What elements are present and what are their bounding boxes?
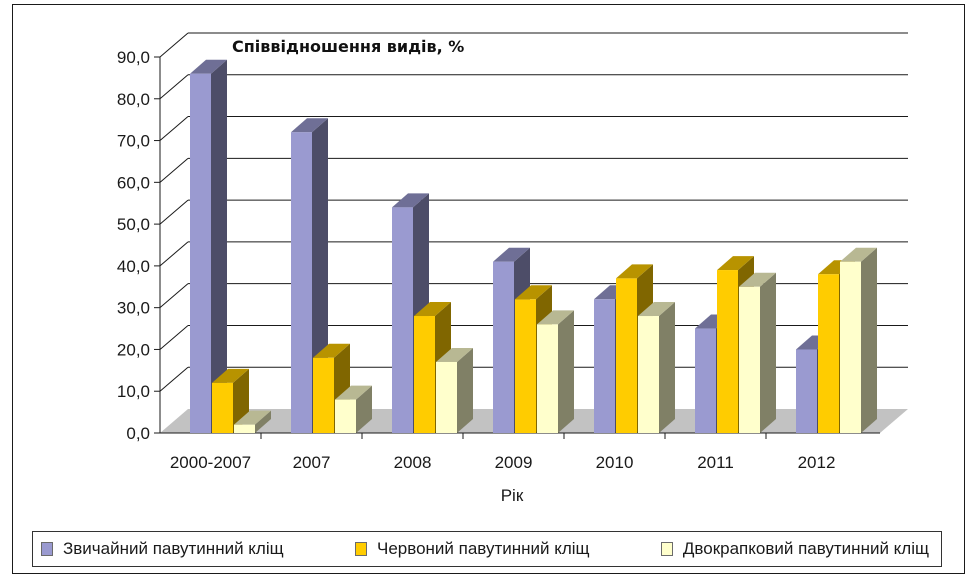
bar-front bbox=[291, 132, 312, 433]
gridline-depth bbox=[159, 32, 189, 58]
bar-front bbox=[840, 261, 861, 433]
bar-front bbox=[190, 73, 211, 433]
legend-item-series-3: Двокрапковий павутинний кліщ bbox=[660, 539, 929, 559]
bar-front bbox=[796, 349, 817, 433]
y-tick-label: 10,0 bbox=[117, 382, 150, 401]
gridline-depth bbox=[159, 74, 189, 100]
gridline-depth bbox=[159, 157, 189, 183]
bar-top bbox=[436, 347, 473, 362]
bar-top bbox=[212, 368, 249, 383]
x-axis-title: Рік bbox=[501, 486, 524, 505]
y-tick-label: 70,0 bbox=[117, 132, 150, 151]
bar-top bbox=[291, 118, 328, 133]
bar-top bbox=[234, 410, 271, 425]
chart-title: Співвідношення видів, % bbox=[232, 37, 464, 56]
bar-side bbox=[659, 302, 675, 433]
bar bbox=[234, 410, 271, 433]
bar bbox=[190, 59, 227, 433]
chart-frame bbox=[12, 4, 965, 574]
bar-front bbox=[414, 316, 435, 433]
legend-label-series-3: Двокрапковий павутинний кліщ bbox=[682, 539, 929, 558]
y-tick-label: 40,0 bbox=[117, 257, 150, 276]
gridline-depth bbox=[159, 366, 189, 392]
gridline-depth bbox=[159, 241, 189, 267]
bar-top bbox=[392, 193, 429, 208]
bar-top bbox=[414, 302, 451, 317]
bar bbox=[739, 272, 776, 433]
y-tick-label: 30,0 bbox=[117, 299, 150, 318]
bar-front bbox=[392, 207, 413, 433]
y-tick-label: 80,0 bbox=[117, 90, 150, 109]
bar-top bbox=[493, 247, 530, 262]
bar-front bbox=[313, 357, 334, 433]
gridline-depth bbox=[159, 199, 189, 225]
bar-top bbox=[616, 264, 653, 279]
bar-front bbox=[594, 299, 615, 433]
bar-top bbox=[335, 385, 372, 400]
bar-front bbox=[695, 328, 716, 433]
legend-swatch-series-1 bbox=[41, 542, 53, 556]
bar-side bbox=[211, 59, 227, 433]
bar-front bbox=[739, 286, 760, 433]
bar-side bbox=[760, 272, 776, 433]
bar-top bbox=[313, 343, 350, 358]
legend-item-series-1: Звичайний павутинний кліщ bbox=[41, 539, 284, 559]
bar-front bbox=[335, 399, 356, 433]
bar-front bbox=[537, 324, 558, 433]
x-tick-label: 2011 bbox=[697, 453, 734, 472]
y-tick-label: 60,0 bbox=[117, 173, 150, 192]
bar-front bbox=[436, 361, 457, 433]
bar-front bbox=[717, 270, 738, 433]
bar-front bbox=[234, 424, 255, 433]
gridline-depth bbox=[159, 325, 189, 350]
bar bbox=[537, 310, 574, 433]
bar-top bbox=[840, 247, 877, 262]
bar-front bbox=[212, 382, 233, 433]
bar-front bbox=[493, 261, 514, 433]
legend: Звичайний павутинний кліщ Червоний павут… bbox=[32, 531, 942, 567]
bar-top bbox=[717, 256, 754, 271]
bar-front bbox=[638, 316, 659, 433]
bar-side bbox=[861, 247, 877, 433]
bar-top bbox=[739, 272, 776, 287]
bar bbox=[436, 347, 473, 433]
legend-label-series-2: Червоний павутинний кліщ bbox=[376, 539, 590, 558]
bar-side bbox=[356, 385, 372, 433]
gridline-depth bbox=[159, 116, 189, 141]
bar-top bbox=[638, 302, 675, 317]
y-tick-label: 90,0 bbox=[117, 48, 150, 67]
bar-side bbox=[457, 347, 473, 433]
bar-front bbox=[818, 274, 839, 433]
bar-side bbox=[255, 410, 271, 433]
x-tick-label: 2007 bbox=[293, 453, 331, 472]
bar-side bbox=[558, 310, 574, 433]
x-tick-label: 2009 bbox=[495, 453, 533, 472]
legend-item-series-2: Червоний павутинний кліщ bbox=[354, 539, 590, 559]
legend-label-series-1: Звичайний павутинний кліщ bbox=[63, 539, 284, 558]
y-tick-label: 0,0 bbox=[126, 424, 150, 443]
legend-swatch-series-3 bbox=[660, 542, 673, 556]
x-tick-label: 2010 bbox=[596, 453, 634, 472]
bar-front bbox=[616, 278, 637, 433]
bar-top bbox=[537, 310, 574, 325]
bar-top bbox=[515, 285, 552, 300]
gridline-depth bbox=[159, 283, 189, 309]
x-tick-label: 2008 bbox=[394, 453, 432, 472]
bar bbox=[335, 385, 372, 433]
bar bbox=[638, 302, 675, 433]
bar bbox=[840, 247, 877, 433]
y-tick-label: 50,0 bbox=[117, 215, 150, 234]
y-tick-label: 20,0 bbox=[117, 340, 150, 359]
bar-front bbox=[515, 299, 536, 433]
x-tick-label: 2000-2007 bbox=[170, 453, 251, 472]
x-tick-label: 2012 bbox=[798, 453, 836, 472]
legend-swatch-series-2 bbox=[354, 542, 367, 556]
bar-top bbox=[190, 59, 227, 74]
